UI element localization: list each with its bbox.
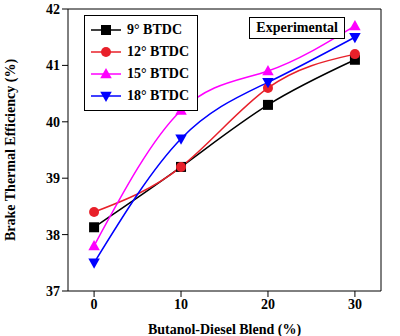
html-text:18° BTDC: 18° BTDC xyxy=(127,88,189,103)
svg-text:41: 41 xyxy=(46,58,60,73)
html-text:Experimental: Experimental xyxy=(256,20,338,35)
html-text:15° BTDC: 15° BTDC xyxy=(127,66,189,81)
svg-text:40: 40 xyxy=(46,115,60,130)
svg-text:39: 39 xyxy=(46,171,60,186)
svg-text:37: 37 xyxy=(46,284,60,299)
svg-text:Brake Thermal Efficiency (%): Brake Thermal Efficiency (%) xyxy=(3,59,19,241)
svg-text:20: 20 xyxy=(261,297,275,312)
svg-text:0: 0 xyxy=(91,297,98,312)
svg-text:Butanol-Diesel Blend (%): Butanol-Diesel Blend (%) xyxy=(148,322,302,336)
svg-text:38: 38 xyxy=(46,228,60,243)
html-text:12° BTDC: 12° BTDC xyxy=(127,44,189,59)
svg-text:30: 30 xyxy=(348,297,362,312)
svg-text:42: 42 xyxy=(46,2,60,17)
svg-text:10: 10 xyxy=(174,297,188,312)
html-text:9° BTDC: 9° BTDC xyxy=(127,22,182,37)
